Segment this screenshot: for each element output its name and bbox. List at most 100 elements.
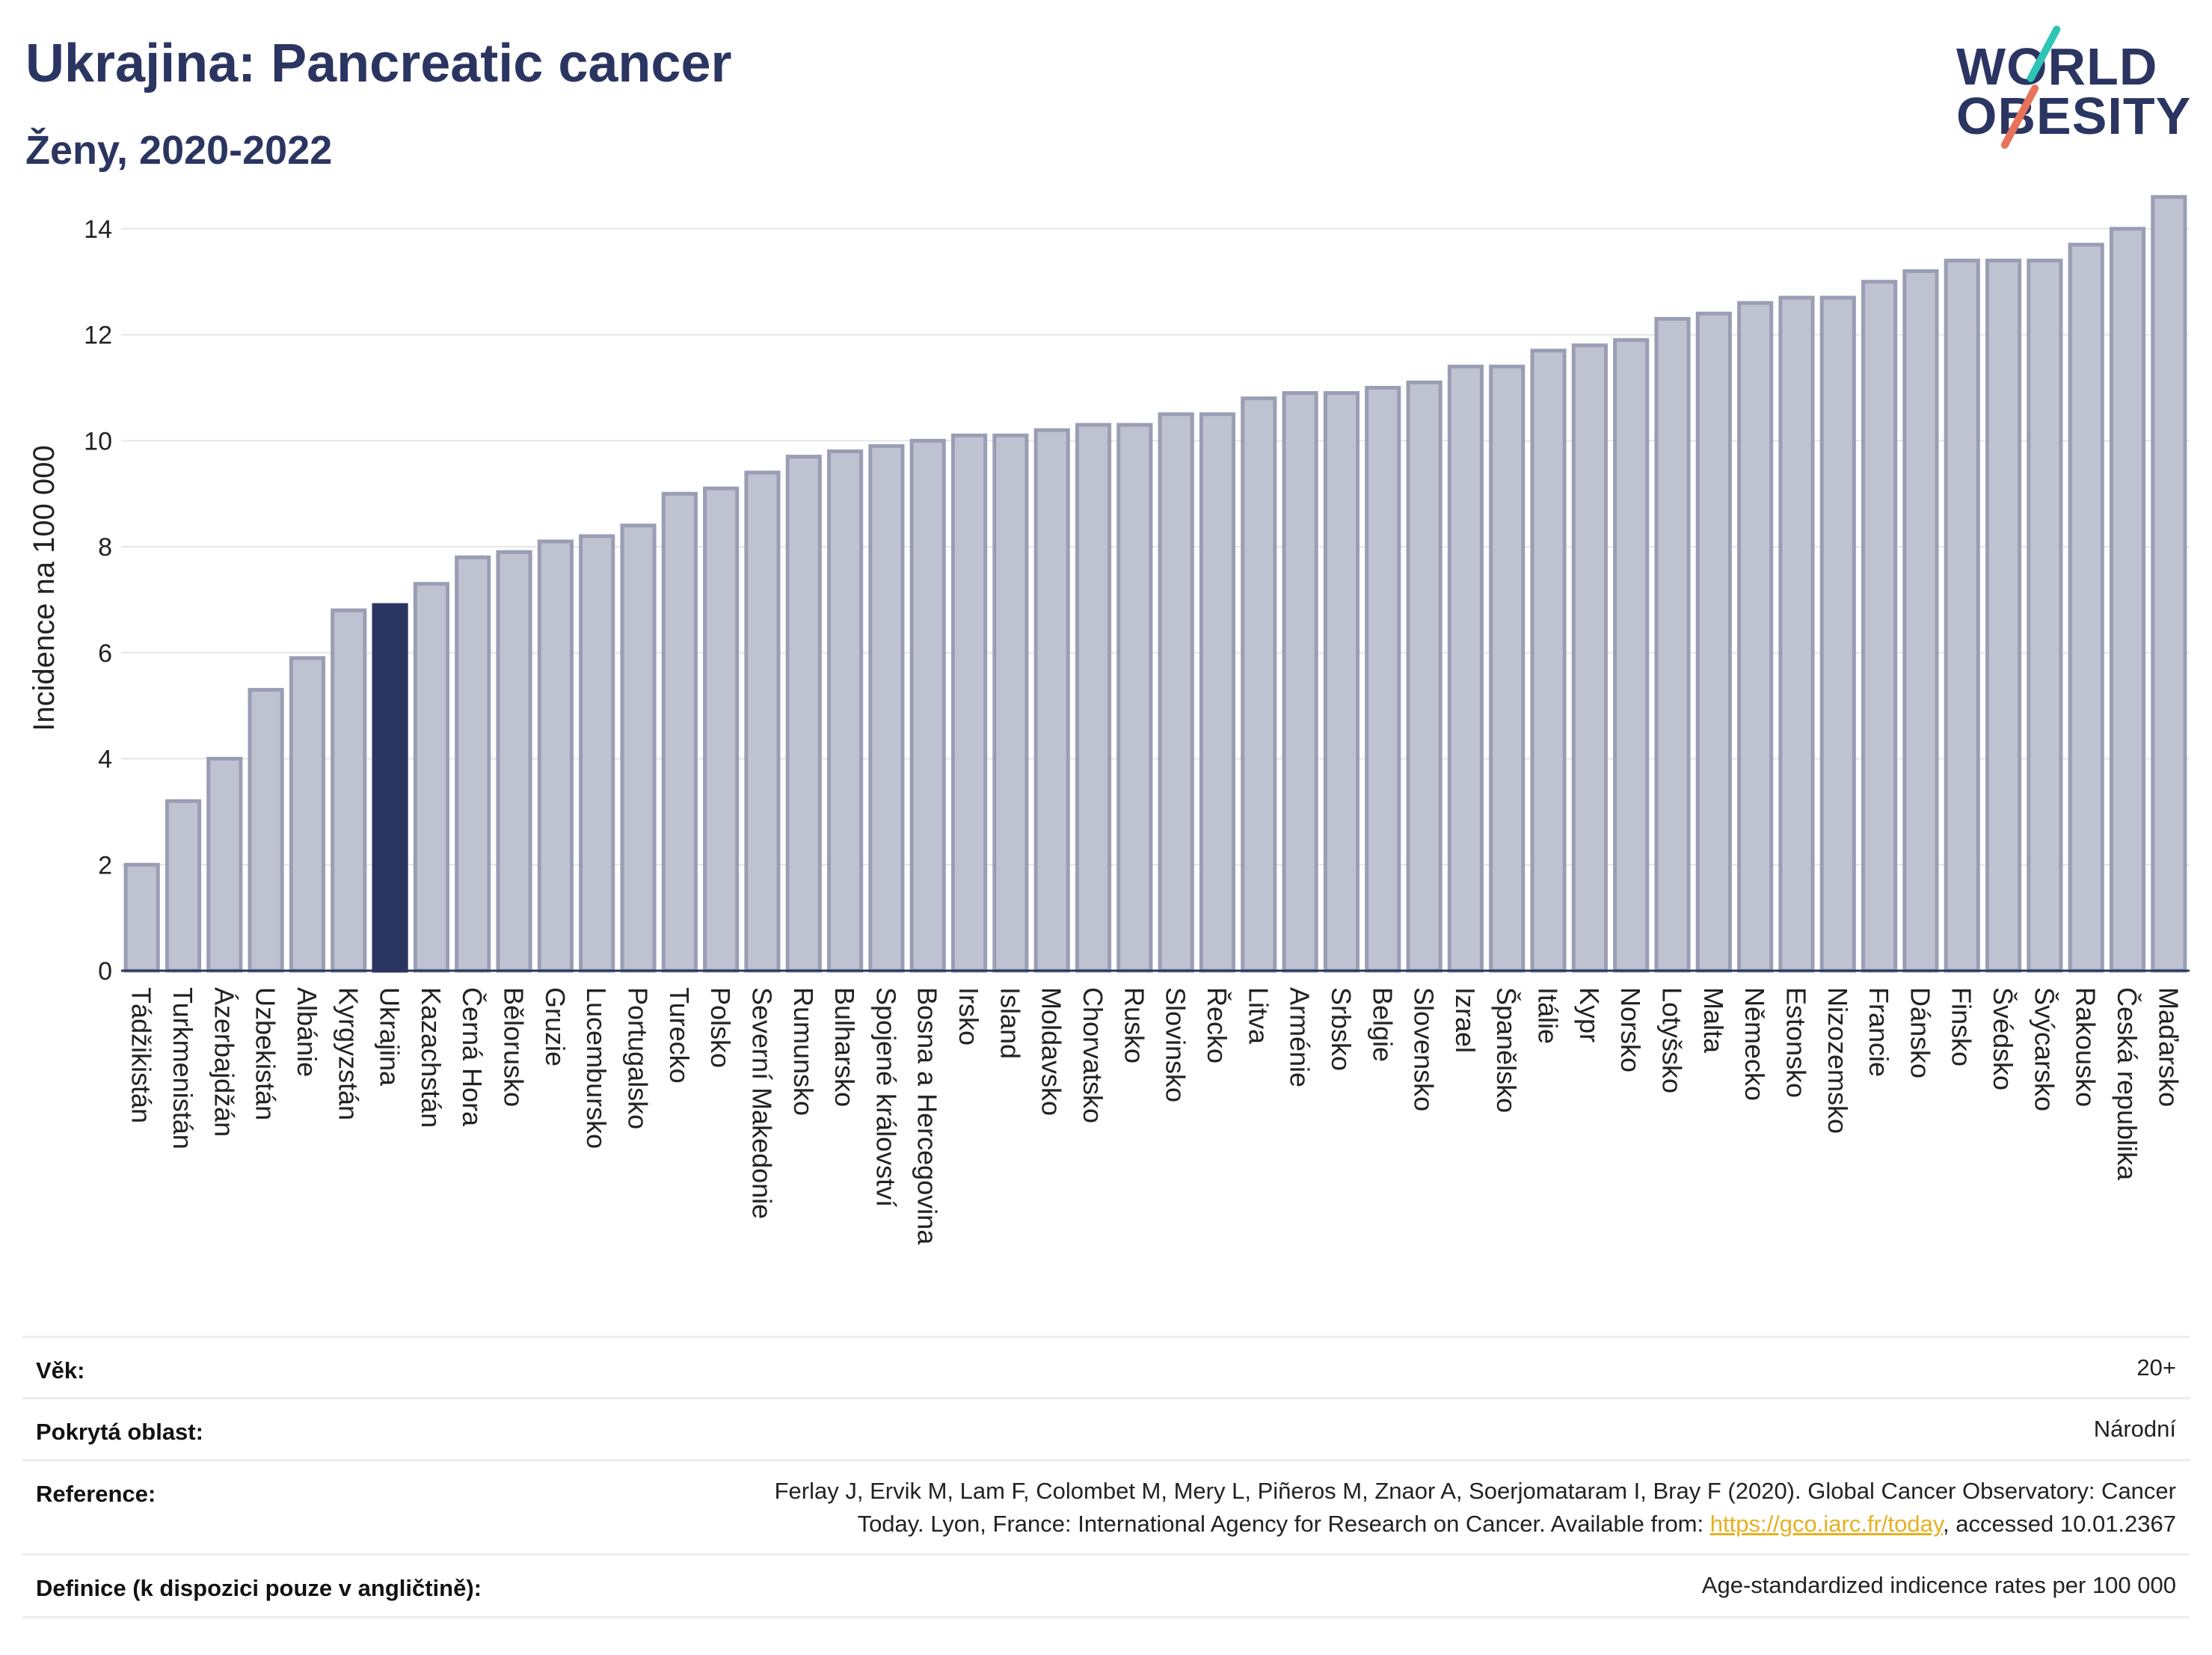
x-tick-label: Slovensko [1409,987,1440,1111]
x-tick-label: Bosna a Hercegovina [912,987,943,1245]
x-tick-label: Severní Makedonie [746,987,777,1219]
bar [123,862,160,973]
info-value-reference: Ferlay J, Ervik M, Lam F, Colombet M, Me… [775,1475,2176,1541]
reference-line-2: Today. Lyon, France: International Agenc… [775,1508,2176,1541]
bar [703,486,740,973]
info-label-definition: Definice (k dispozici pouze v angličtině… [36,1575,482,1601]
bar [827,449,864,973]
x-tick-label: Maďarsko [2153,987,2184,1107]
bar [1075,423,1112,973]
info-value-definition: Age-standardized indicence rates per 100… [1701,1572,2176,1598]
x-tick-label: Polsko [705,987,736,1068]
info-label-age: Věk: [36,1357,85,1384]
bar [372,603,408,973]
x-tick-label: Albánie [292,987,322,1077]
x-tick-label: Spojené království [870,987,901,1207]
bar [1654,316,1691,973]
x-tick-label: Ázerbajdžán [209,987,239,1137]
x-tick-label: Gruzie [540,987,571,1066]
info-row-area: Pokrytá oblast: Národní [22,1397,2190,1461]
x-tick-label: Řecko [1202,987,1232,1063]
x-tick-label: Malta [1698,987,1729,1054]
info-row-age: Věk: 20+ [22,1336,2190,1398]
x-tick-label: Kyrgyzstán [333,987,363,1120]
x-tick-label: Kypr [1574,987,1605,1043]
bar [496,550,532,973]
x-tick-label: Norsko [1615,987,1646,1072]
chart-subtitle: Ženy, 2020-2022 [25,128,333,173]
bar [992,433,1029,973]
bar [1861,280,1898,973]
bar [413,582,449,973]
bar [2068,242,2104,973]
x-tick-label: Rumunsko [788,987,819,1116]
bar [1944,258,1980,973]
bar [165,799,202,973]
x-tick-label: Slovinsko [1161,987,1191,1102]
bar [1737,301,1774,973]
x-tick-label: Rakousko [2071,987,2101,1107]
bar [1241,396,1277,973]
x-tick-label: Portugalsko [623,987,654,1129]
x-tick-label: Itálie [1533,987,1564,1044]
x-tick-label: Bulharsko [829,987,860,1107]
logo-word-world: WORLD [1956,37,2158,96]
x-tick-label: Srbsko [1326,987,1357,1071]
info-row-reference: Reference: Ferlay J, Ervik M, Lam F, Col… [22,1459,2190,1554]
x-tick-label: Rusko [1119,987,1149,1063]
bar [2151,194,2187,973]
logo-word-obesity: OBESITY [1956,87,2192,145]
bar [1489,364,1526,973]
bar [1530,348,1567,973]
x-tick-label: Moldavsko [1036,987,1067,1116]
y-tick-label: 0 [98,957,112,986]
info-table-bottom-border [22,1616,2190,1618]
x-tick-label: Francie [1864,987,1894,1077]
x-tick-label: Belgie [1367,987,1398,1062]
x-tick-label: Švýcarsko [2029,987,2059,1111]
bar [950,433,988,973]
reference-link[interactable]: https://gco.iarc.fr/today [1709,1511,1944,1537]
bar [1613,338,1650,973]
y-tick-label: 14 [84,215,112,244]
x-tick-label: Izrael [1450,987,1481,1053]
info-value-age: 20+ [2136,1354,2176,1381]
x-tick-label: Estonsko [1781,987,1811,1098]
bar [248,687,284,973]
bar [1406,380,1443,973]
x-tick-label: Nizozemsko [1822,987,1853,1134]
bar [1571,343,1608,973]
info-row-definition: Definice (k dispozici pouze v angličtině… [22,1553,2190,1617]
bar [331,608,367,973]
x-tick-label: Finsko [1947,987,1977,1066]
bar [455,555,491,973]
x-tick-label: Německo [1739,987,1770,1101]
bar [785,455,822,973]
x-tick-label: Lucembursko [581,987,612,1149]
x-tick-label: Chorvatsko [1078,987,1108,1123]
bar [579,534,615,973]
x-tick-label: Španělsko [1491,987,1522,1113]
bar [909,438,946,973]
x-tick-label: Kazachstán [416,987,446,1128]
bar [2109,227,2146,973]
x-tick-label: Litva [1243,987,1274,1045]
x-tick-label: Dánsko [1905,987,1935,1078]
x-tick-label: Tádžikistán [126,987,157,1123]
bar [1365,385,1401,973]
bar [744,470,781,973]
bar [1985,258,2022,973]
bar [1158,412,1194,973]
x-tick-label: Ukrajina [375,987,405,1087]
bar [1695,311,1732,973]
x-tick-label: Uzbekistán [251,987,281,1120]
x-tick-label: Irsko [953,987,984,1045]
bar [1902,269,1939,973]
x-tick-label: Turkmenistán [168,987,198,1149]
world-obesity-logo[interactable]: WORLD OBESITY [1952,22,2199,157]
bar [620,523,657,973]
bar [868,443,905,973]
y-tick-label: 6 [98,639,112,668]
reference-line-1: Ferlay J, Ervik M, Lam F, Colombet M, Me… [774,1478,2176,1504]
info-label-area: Pokrytá oblast: [36,1419,203,1445]
